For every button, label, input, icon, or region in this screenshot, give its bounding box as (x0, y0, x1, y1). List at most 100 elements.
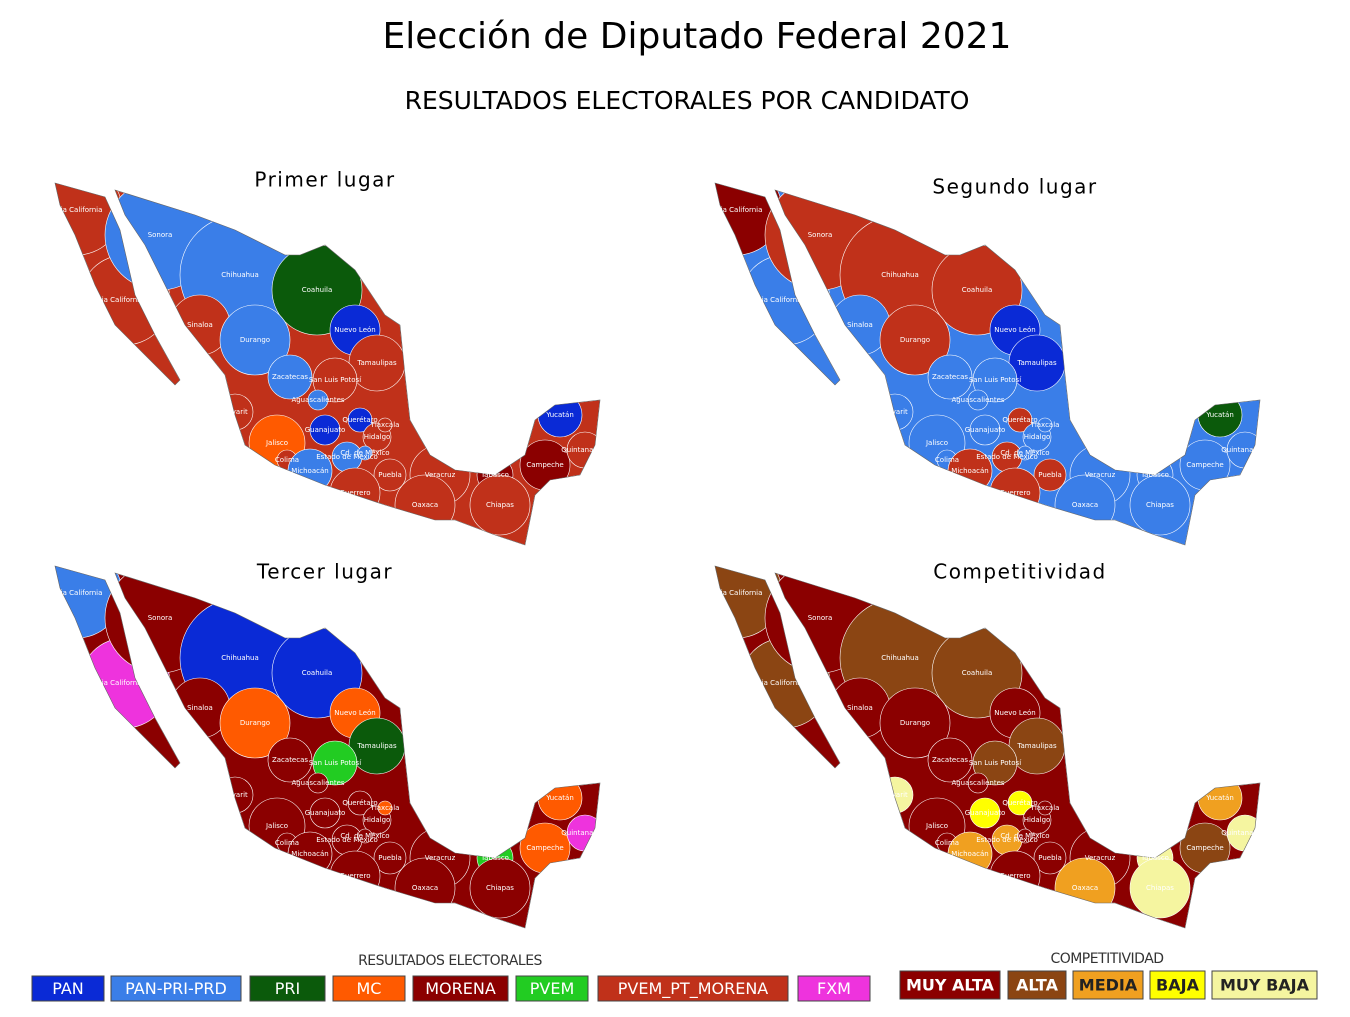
map-title: Tercer lugar (256, 560, 393, 584)
state (1017, 828, 1033, 844)
state-label: Zacatecas (932, 756, 968, 764)
state-label: Querétaro (1002, 799, 1037, 807)
state-label: Nayarit (222, 791, 248, 799)
state-label: Cd. de México (1000, 449, 1049, 457)
state (312, 357, 358, 403)
state-label: Guanajuato (965, 809, 1006, 817)
states (715, 566, 1260, 919)
state-label: Cd. de México (340, 449, 389, 457)
state-label: Morelos (303, 489, 331, 497)
state (972, 357, 1018, 403)
state (373, 841, 407, 875)
state-label: San Luis Potosí (969, 759, 1022, 767)
state-label: Sonora (148, 231, 173, 239)
title: Elección de Diputado Federal 2021 (383, 16, 1012, 57)
state-label: Baja California (712, 589, 763, 597)
legend-swatch (332, 975, 406, 1002)
state-label: Aguascalientes (291, 779, 344, 787)
state-label: Michoacán (951, 467, 988, 475)
state-label: Nuevo León (994, 709, 1035, 717)
state-label: Chihuahua (881, 654, 919, 662)
state (309, 414, 341, 446)
legend-swatch (110, 975, 242, 1002)
state-label: Durango (900, 336, 930, 344)
state-label: Chihuahua (221, 654, 259, 662)
state (307, 772, 329, 794)
state (1129, 857, 1191, 919)
state-label: Veracruz (1085, 471, 1116, 479)
state-label: Yucatán (545, 794, 574, 802)
legend-label: PAN (52, 979, 84, 998)
state-label: Jalisco (925, 439, 948, 447)
legend-swatch (31, 975, 105, 1002)
state-label: Baja California Sur (93, 296, 158, 304)
state-label: Quintana Roo (561, 446, 608, 454)
state-label: Cd. de México (1000, 832, 1049, 840)
state-label: Tabasco (1140, 854, 1169, 862)
state-label: Baja California Sur (753, 296, 818, 304)
state-label: Baja California (52, 589, 103, 597)
state-label: Estado de México (316, 836, 377, 844)
state (1033, 841, 1067, 875)
state-label: Tlaxcala (370, 804, 400, 812)
state-label: Durango (240, 719, 270, 727)
state-label: San Luis Potosí (969, 376, 1022, 384)
map-panel: Baja California Baja California Sur Sonora… (52, 560, 609, 929)
country-outline (54, 565, 601, 929)
state (879, 687, 951, 759)
state-label: Baja California (712, 206, 763, 214)
state (969, 797, 1001, 829)
state-label: Tlaxcala (1030, 804, 1060, 812)
state (267, 354, 313, 400)
state-label: Hidalgo (364, 433, 391, 441)
legend-label: PVEM (530, 979, 575, 998)
state-label: Veracruz (1085, 854, 1116, 862)
state-label: Oaxaca (1072, 501, 1098, 509)
state-label: Jalisco (925, 822, 948, 830)
legend-label: PVEM_PT_MORENA (618, 979, 769, 999)
legend-swatch (797, 975, 871, 1002)
country-outline (54, 182, 601, 546)
state-label: Sinaloa (847, 321, 873, 329)
state-label: Veracruz (425, 471, 456, 479)
legend-swatch (1072, 970, 1144, 1000)
state-label: Coahuila (302, 286, 333, 294)
map-panel: Baja California Baja California Sur Sonora… (712, 175, 1269, 546)
legend-label: PRI (275, 979, 300, 998)
state-label: Sinaloa (187, 321, 213, 329)
state-label: Puebla (378, 854, 402, 862)
state (307, 389, 329, 411)
state (1037, 417, 1053, 433)
legend-swatch (1007, 970, 1067, 1000)
state-label: Campeche (526, 461, 563, 469)
state-label: Guanajuato (305, 426, 346, 434)
state-label: Aguascalientes (951, 779, 1004, 787)
state-label: Nayarit (882, 408, 908, 416)
state (312, 740, 358, 786)
map-title: Segundo lugar (932, 175, 1097, 199)
state-label: Michoacán (291, 850, 328, 858)
state-label: Cd. de México (340, 832, 389, 840)
legend-swatch (412, 975, 509, 1002)
state-label: Colima (275, 456, 299, 464)
state-label: Coahuila (302, 669, 333, 677)
state-label: Chihuahua (221, 271, 259, 279)
state-label: Sinaloa (187, 704, 213, 712)
state (357, 445, 373, 461)
state (469, 857, 531, 919)
state (347, 790, 373, 816)
state (309, 797, 341, 829)
state-label: Sonora (808, 231, 833, 239)
state (1037, 800, 1053, 816)
state-label: Tamaulipas (1016, 359, 1057, 367)
legend-swatch (1149, 970, 1206, 1000)
state (927, 737, 973, 783)
state (219, 304, 291, 376)
state-label: Baja California Sur (93, 679, 158, 687)
state (967, 389, 989, 411)
state-label: Querétaro (1002, 416, 1037, 424)
state-label: Yucatán (1205, 794, 1234, 802)
state-label: Morelos (963, 872, 991, 880)
state-label: Campeche (1186, 461, 1223, 469)
state-label: Guanajuato (305, 809, 346, 817)
